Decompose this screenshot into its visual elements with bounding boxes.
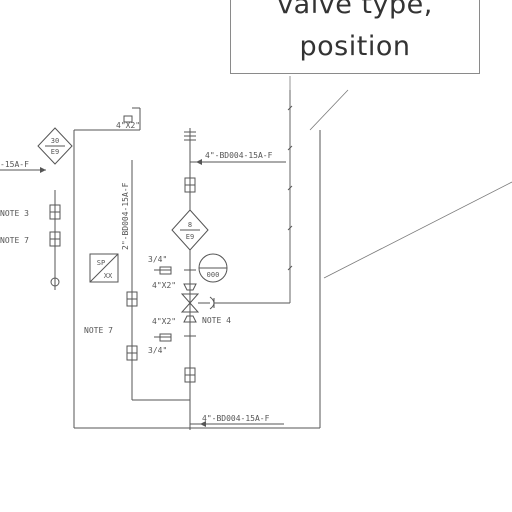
line-label-left: -15A-F	[0, 160, 29, 169]
control-valve-icon	[180, 293, 215, 313]
diamond-symbol-left	[37, 127, 73, 165]
branch-line	[126, 160, 138, 400]
misc-size-label: 4"X2"	[116, 121, 140, 130]
note-7-left-label: NOTE 7	[0, 236, 29, 245]
tag-box	[89, 253, 119, 283]
end-cap-icon	[123, 115, 196, 337]
note-7-mid-label: NOTE 7	[84, 326, 113, 335]
note-3-label: NOTE 3	[0, 209, 29, 218]
diamond-mid-number: 8	[188, 221, 192, 229]
instrument-tag: 000	[207, 271, 220, 279]
note-4-label: NOTE 4	[202, 316, 231, 325]
tag-box-label: SP	[97, 259, 105, 267]
enclosure-box	[73, 107, 321, 429]
diamond-mid-sub: E9	[186, 233, 194, 241]
fraction-label-top: 3/4"	[148, 255, 167, 264]
line-label-vertical: 2"-BD004-15A-F	[121, 182, 130, 250]
size-label-bottom: 4"X2"	[152, 317, 176, 326]
instrument-bubble-icon	[198, 253, 228, 283]
diamond-symbol-mid	[171, 209, 209, 251]
diamond-left-number: 30	[51, 137, 59, 145]
callout-leader-lines	[289, 76, 512, 279]
line-label-bottom: 4"-BD004-15A-F	[202, 414, 270, 423]
tag-box-sub: XX	[104, 272, 113, 280]
line-label-top: 4"-BD004-15A-F	[205, 151, 273, 160]
signal-line	[214, 90, 293, 304]
callout-box: valve type, position	[230, 0, 480, 74]
reducer-icon	[183, 283, 197, 323]
drain-valve-icon	[154, 266, 172, 342]
callout-text-line-1: valve type,	[277, 0, 433, 20]
fraction-label-bottom: 3/4"	[148, 346, 167, 355]
left-line	[0, 169, 61, 290]
diamond-left-sub: E9	[51, 148, 59, 156]
callout-text-line-2: position	[299, 31, 411, 62]
gate-valve-icon	[184, 177, 196, 383]
size-label-top: 4"X2"	[152, 281, 176, 290]
